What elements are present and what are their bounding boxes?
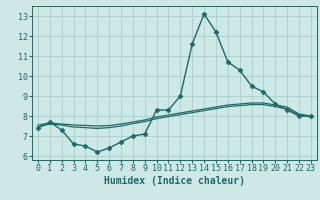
X-axis label: Humidex (Indice chaleur): Humidex (Indice chaleur)	[104, 176, 245, 186]
